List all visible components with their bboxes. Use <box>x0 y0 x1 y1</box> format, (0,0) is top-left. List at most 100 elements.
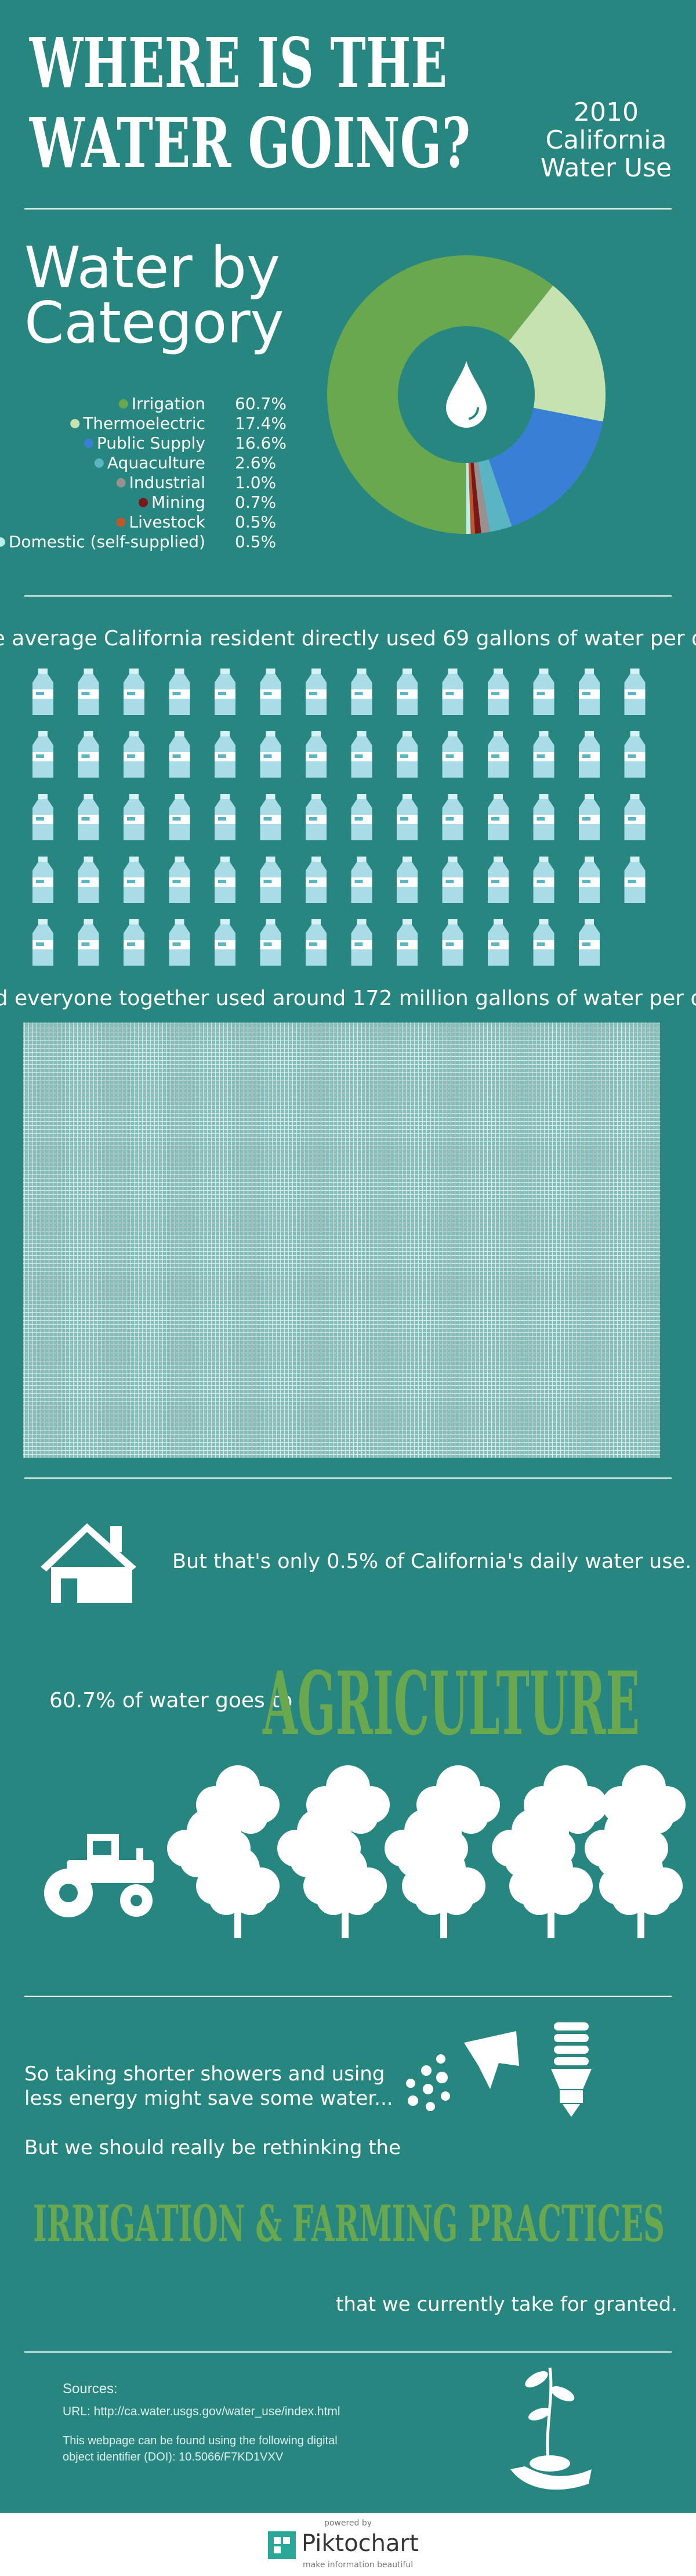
tree <box>402 1847 485 1938</box>
bottle-cap <box>175 731 184 736</box>
bottle-icon <box>397 731 418 778</box>
bottle-icon <box>442 857 463 903</box>
bottle-icon <box>124 794 144 840</box>
bottle-icon <box>351 794 372 840</box>
tree <box>303 1847 387 1938</box>
bottle-label-mark <box>400 692 408 695</box>
bottle-icon <box>397 919 418 966</box>
legend-label: Irrigation <box>132 394 205 413</box>
bottle-label-mark <box>628 754 636 758</box>
bottle-label-mark <box>81 754 90 758</box>
bottle-label-mark <box>81 880 90 883</box>
bottle-cap <box>539 731 549 736</box>
bottle-cap <box>585 857 594 862</box>
bottle-icon <box>488 669 509 715</box>
bottle-cap <box>38 857 48 862</box>
bottle-icon <box>442 919 463 966</box>
savings-follow: But we should really be rethinking the <box>24 2136 401 2159</box>
bottle-label-mark <box>582 692 590 695</box>
bottle-label-mark <box>127 754 135 758</box>
bottle-cap <box>175 794 184 799</box>
bottle-label-mark <box>354 942 363 946</box>
bottle-cap <box>494 669 503 674</box>
bottle-icon <box>78 731 99 778</box>
bottle-cap <box>84 731 93 736</box>
bottle-cap <box>311 669 321 674</box>
bottle-icon <box>124 919 144 966</box>
legend-swatch <box>84 439 93 448</box>
legend-value: 60.7% <box>235 394 287 413</box>
bottle-icon <box>169 794 190 840</box>
bottle-label-mark <box>172 692 181 695</box>
bottle-icon <box>32 794 53 840</box>
tree <box>416 1765 500 1857</box>
bottle-icon <box>260 919 281 966</box>
bottle-label-mark <box>445 880 454 883</box>
bottle-icon <box>579 731 600 778</box>
savings-line: So taking shorter showers and using <box>24 2062 385 2086</box>
bottle-icon <box>306 731 327 778</box>
bottle-label-mark <box>582 817 590 821</box>
subtitle-line: Water Use <box>541 153 672 183</box>
bottle-icon <box>397 857 418 903</box>
sources-url: URL: http://ca.water.usgs.gov/water_use/… <box>63 2405 340 2418</box>
legend-label: Aquaculture <box>107 453 205 472</box>
bottle-cap <box>38 794 48 799</box>
tree-canopy <box>621 1866 661 1906</box>
bottle-label-mark <box>172 942 181 946</box>
bottle-cap <box>84 794 93 799</box>
footer-brand: Piktochart <box>302 2530 419 2557</box>
bottle-label-mark <box>218 692 226 695</box>
legend-value: 2.6% <box>235 453 276 472</box>
bottle-icon <box>533 731 554 778</box>
bottle-cap <box>266 794 276 799</box>
bottle-cap <box>357 731 367 736</box>
bottle-cap <box>129 731 139 736</box>
bottle-icon <box>124 731 144 778</box>
bottle-grid <box>32 669 646 966</box>
bottle-label-mark <box>218 817 226 821</box>
bottle-icon <box>533 794 554 840</box>
bottle-label-mark <box>354 754 363 758</box>
sources-doi: This webpage can be found using the foll… <box>63 2434 338 2447</box>
bottle-label-mark <box>218 754 226 758</box>
bottle-icon <box>306 919 327 966</box>
bottle-cap <box>403 794 412 799</box>
bottle-label-mark <box>309 942 317 946</box>
bottle-label-mark <box>81 692 90 695</box>
legend-label: Industrial <box>129 473 205 492</box>
bottle-icon <box>215 919 235 966</box>
bottle-label-mark <box>536 817 545 821</box>
bottle-cap <box>494 794 503 799</box>
tree-canopy <box>438 1785 478 1824</box>
bottle-icon <box>215 857 235 903</box>
bottle-cap <box>129 919 139 924</box>
title-line: WATER GOING? <box>29 103 470 183</box>
bottle-cap <box>38 669 48 674</box>
legend-swatch <box>0 537 5 547</box>
bottle-cap <box>630 731 640 736</box>
bottle-label-mark <box>172 754 181 758</box>
bottle-cap <box>494 919 503 924</box>
powered-by: powered by <box>324 2519 372 2528</box>
tree-canopy <box>218 1785 258 1824</box>
savings-line: less energy might save some water... <box>24 2087 393 2110</box>
bottle-icon <box>215 669 235 715</box>
bottle-icon <box>169 919 190 966</box>
bottle-cap <box>539 794 549 799</box>
bottle-label-mark <box>354 880 363 883</box>
bottle-cap <box>38 731 48 736</box>
legend-label: Public Supply <box>97 433 205 453</box>
legend-label: Domestic (self-supplied) <box>9 532 205 551</box>
legend-swatch <box>116 478 126 487</box>
bottle-icon <box>169 857 190 903</box>
bottle-label-mark <box>127 942 135 946</box>
bottle-icon <box>306 857 327 903</box>
bottle-icon <box>78 669 99 715</box>
bottle-label-mark <box>309 692 317 695</box>
bottle-cap <box>129 669 139 674</box>
bottle-cap <box>84 669 93 674</box>
bottle-label-mark <box>445 942 454 946</box>
